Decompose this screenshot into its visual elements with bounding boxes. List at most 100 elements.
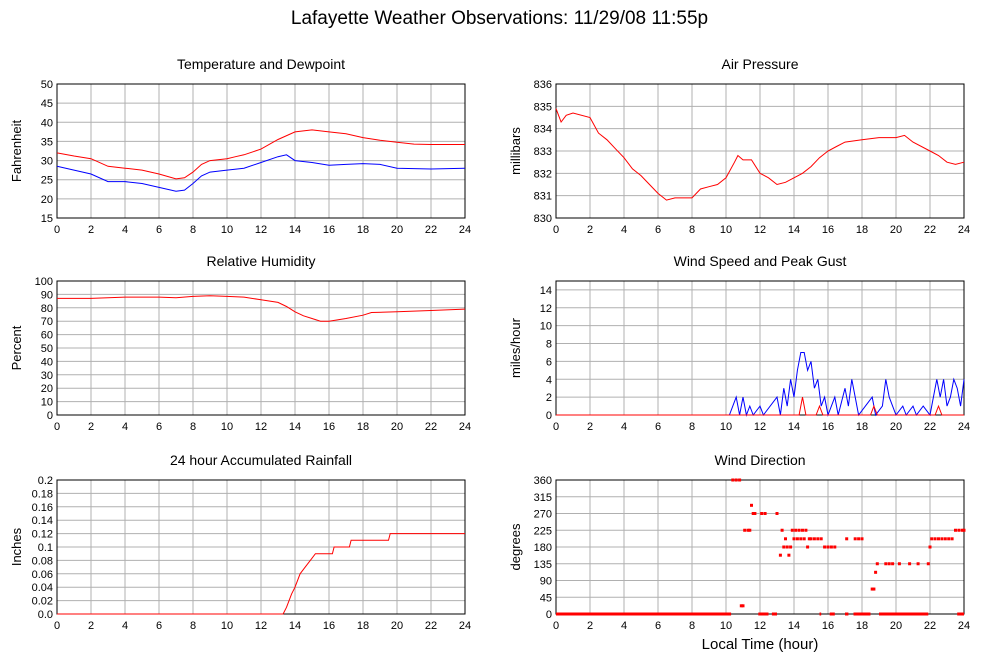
chart-title: Relative Humidity bbox=[207, 253, 316, 269]
y-tick-label: 20 bbox=[41, 194, 53, 206]
x-tick-label: 22 bbox=[924, 421, 936, 433]
y-tick-label: 830 bbox=[534, 213, 552, 225]
y-tick-label: 180 bbox=[534, 542, 552, 554]
x-tick-label: 10 bbox=[221, 620, 233, 632]
data-point bbox=[751, 512, 755, 515]
y-tick-label: 2 bbox=[546, 392, 552, 404]
x-tick-label: 22 bbox=[425, 224, 437, 236]
x-tick-label: 24 bbox=[958, 421, 970, 433]
data-point bbox=[804, 528, 808, 532]
data-point bbox=[930, 537, 934, 541]
y-tick-label: 30 bbox=[41, 370, 53, 382]
y-tick-label: 45 bbox=[540, 592, 552, 604]
data-point bbox=[750, 503, 753, 507]
data-point bbox=[809, 537, 813, 541]
y-tick-label: 60 bbox=[41, 330, 53, 342]
data-point bbox=[780, 528, 784, 532]
data-point bbox=[802, 537, 806, 541]
x-tick-label: 2 bbox=[88, 421, 94, 433]
data-point bbox=[784, 537, 787, 541]
data-point bbox=[947, 537, 951, 541]
y-tick-label: 6 bbox=[546, 356, 552, 368]
data-point bbox=[943, 537, 947, 541]
series-line bbox=[556, 397, 964, 416]
series-line bbox=[56, 154, 466, 192]
x-tick-label: 12 bbox=[255, 421, 267, 433]
x-tick-label: 18 bbox=[856, 620, 868, 632]
data-point bbox=[926, 562, 930, 566]
data-point bbox=[940, 537, 944, 541]
x-tick-label: 6 bbox=[655, 421, 661, 433]
page-title: Lafayette Weather Observations: 11/29/08… bbox=[290, 8, 709, 29]
data-point bbox=[954, 528, 957, 532]
y-tick-label: 833 bbox=[534, 146, 552, 158]
bottom-x-axis-label: Local Time (hour) bbox=[701, 636, 819, 653]
y-tick-label: 70 bbox=[41, 316, 53, 328]
data-point bbox=[853, 537, 857, 541]
x-tick-label: 0 bbox=[553, 620, 559, 632]
plot-frame bbox=[555, 83, 965, 219]
x-tick-label: 6 bbox=[655, 620, 661, 632]
y-axis-label: Inches bbox=[9, 527, 24, 566]
x-tick-label: 8 bbox=[689, 421, 695, 433]
x-tick-label: 14 bbox=[289, 421, 301, 433]
data-point bbox=[753, 512, 757, 515]
y-tick-label: 0.14 bbox=[32, 515, 53, 527]
chart-title: 24 hour Accumulated Rainfall bbox=[170, 452, 352, 468]
x-tick-label: 4 bbox=[122, 224, 128, 236]
data-point bbox=[748, 528, 752, 532]
data-point bbox=[785, 545, 789, 549]
data-point bbox=[790, 528, 794, 532]
data-point bbox=[937, 537, 940, 541]
y-tick-label: 270 bbox=[534, 509, 552, 521]
plot-frame bbox=[56, 83, 466, 219]
x-tick-label: 22 bbox=[425, 620, 437, 632]
x-tick-label: 20 bbox=[890, 224, 902, 236]
x-tick-label: 4 bbox=[122, 421, 128, 433]
x-tick-label: 18 bbox=[856, 421, 868, 433]
series-line bbox=[555, 108, 965, 201]
x-tick-label: 10 bbox=[720, 421, 732, 433]
y-tick-label: 834 bbox=[534, 124, 552, 136]
data-point bbox=[782, 545, 786, 549]
x-tick-label: 2 bbox=[88, 224, 94, 236]
data-point bbox=[860, 537, 864, 541]
x-tick-label: 16 bbox=[822, 620, 834, 632]
data-point bbox=[819, 537, 823, 541]
y-axis-label: millibars bbox=[508, 127, 523, 175]
x-tick-label: 10 bbox=[221, 421, 233, 433]
data-point bbox=[816, 537, 820, 541]
y-axis-label: degrees bbox=[508, 523, 523, 570]
y-tick-label: 45 bbox=[41, 98, 53, 110]
y-tick-label: 40 bbox=[41, 356, 53, 368]
x-tick-label: 20 bbox=[391, 620, 403, 632]
data-point bbox=[960, 528, 964, 532]
x-tick-label: 20 bbox=[890, 421, 902, 433]
chart-title: Air Pressure bbox=[721, 56, 798, 72]
x-tick-label: 8 bbox=[190, 620, 196, 632]
y-tick-label: 0.12 bbox=[32, 529, 53, 541]
data-point bbox=[746, 528, 750, 532]
y-tick-label: 10 bbox=[41, 397, 53, 409]
y-tick-label: 8 bbox=[546, 339, 552, 351]
y-tick-label: 835 bbox=[534, 101, 552, 113]
y-tick-label: 0.18 bbox=[32, 488, 53, 500]
x-tick-label: 12 bbox=[754, 224, 766, 236]
y-tick-label: 832 bbox=[534, 168, 552, 180]
y-tick-label: 0.08 bbox=[32, 555, 53, 567]
data-point bbox=[950, 537, 954, 541]
x-tick-label: 14 bbox=[788, 224, 800, 236]
x-tick-label: 14 bbox=[788, 620, 800, 632]
x-tick-label: 10 bbox=[221, 224, 233, 236]
y-tick-label: 135 bbox=[534, 559, 552, 571]
x-tick-label: 0 bbox=[553, 421, 559, 433]
y-tick-label: 14 bbox=[540, 285, 552, 297]
data-point bbox=[908, 562, 912, 566]
x-tick-label: 22 bbox=[425, 421, 437, 433]
data-point bbox=[875, 562, 879, 566]
x-tick-label: 12 bbox=[255, 224, 267, 236]
data-point bbox=[778, 553, 782, 557]
